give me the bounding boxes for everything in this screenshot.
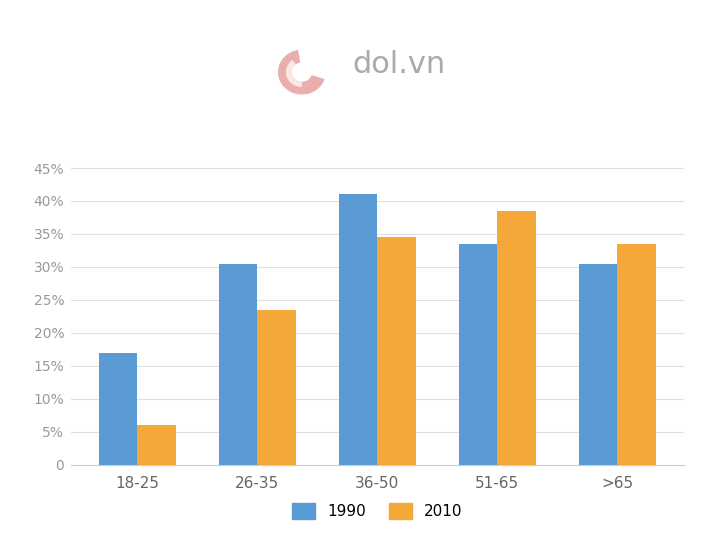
Bar	[99, 352, 137, 465]
PathPatch shape	[278, 50, 325, 95]
Bar	[258, 310, 295, 465]
Bar	[497, 211, 535, 465]
Bar	[377, 237, 416, 465]
Bar	[219, 264, 258, 465]
Legend: 1990, 2010: 1990, 2010	[286, 497, 468, 525]
Bar	[459, 244, 497, 465]
Bar	[617, 244, 656, 465]
Bar	[579, 264, 617, 465]
Text: dol.vn: dol.vn	[352, 50, 446, 78]
PathPatch shape	[286, 60, 302, 87]
Bar	[137, 425, 176, 465]
Bar	[339, 194, 377, 465]
